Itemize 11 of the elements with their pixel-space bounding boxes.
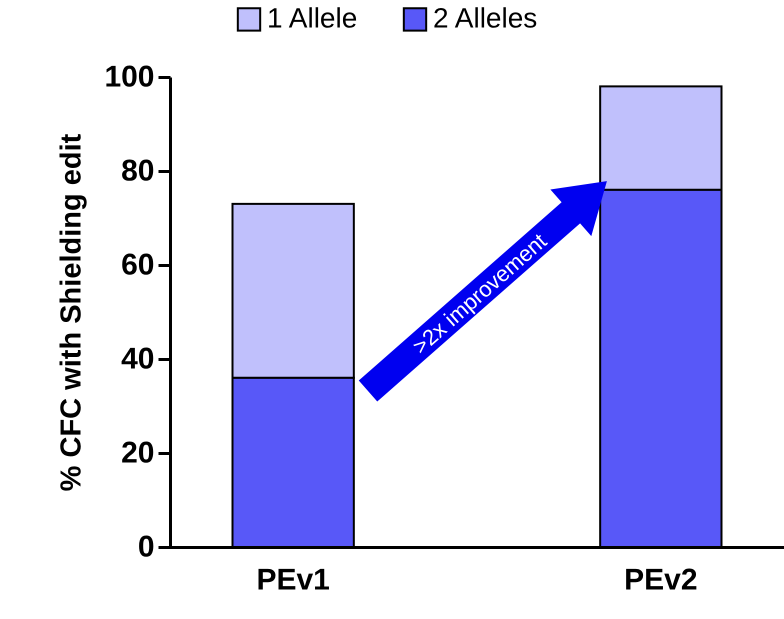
x-tick-label: PEv1 [256, 564, 330, 596]
y-tick-label: 0 [138, 530, 154, 564]
x-tick-label: PEv2 [624, 564, 698, 596]
legend-label: 1 Allele [267, 2, 358, 34]
y-tick-label: 20 [121, 436, 154, 470]
y-tick-label: 60 [121, 248, 154, 282]
y-tick-label: 40 [121, 342, 154, 376]
y-tick-label: 80 [121, 154, 154, 188]
y-axis-title: % CFC with Shielding edit [55, 133, 88, 492]
y-tick-label: 100 [104, 60, 154, 94]
legend-label: 2 Alleles [433, 2, 538, 34]
